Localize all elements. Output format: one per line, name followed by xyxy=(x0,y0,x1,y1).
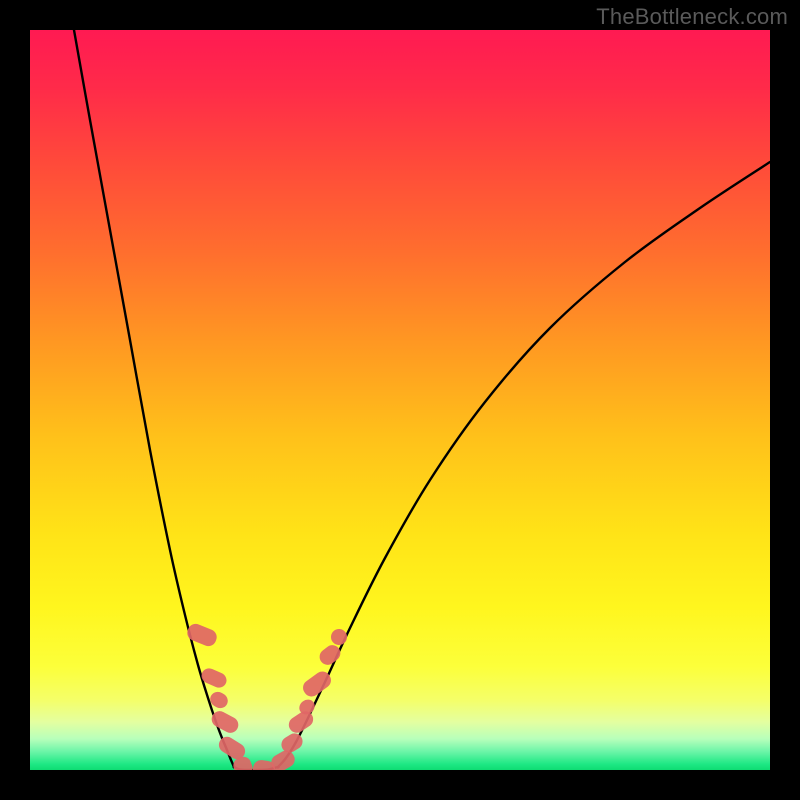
watermark-text: TheBottleneck.com xyxy=(596,4,788,30)
bottleneck-chart xyxy=(0,0,800,800)
chart-frame: TheBottleneck.com xyxy=(0,0,800,800)
